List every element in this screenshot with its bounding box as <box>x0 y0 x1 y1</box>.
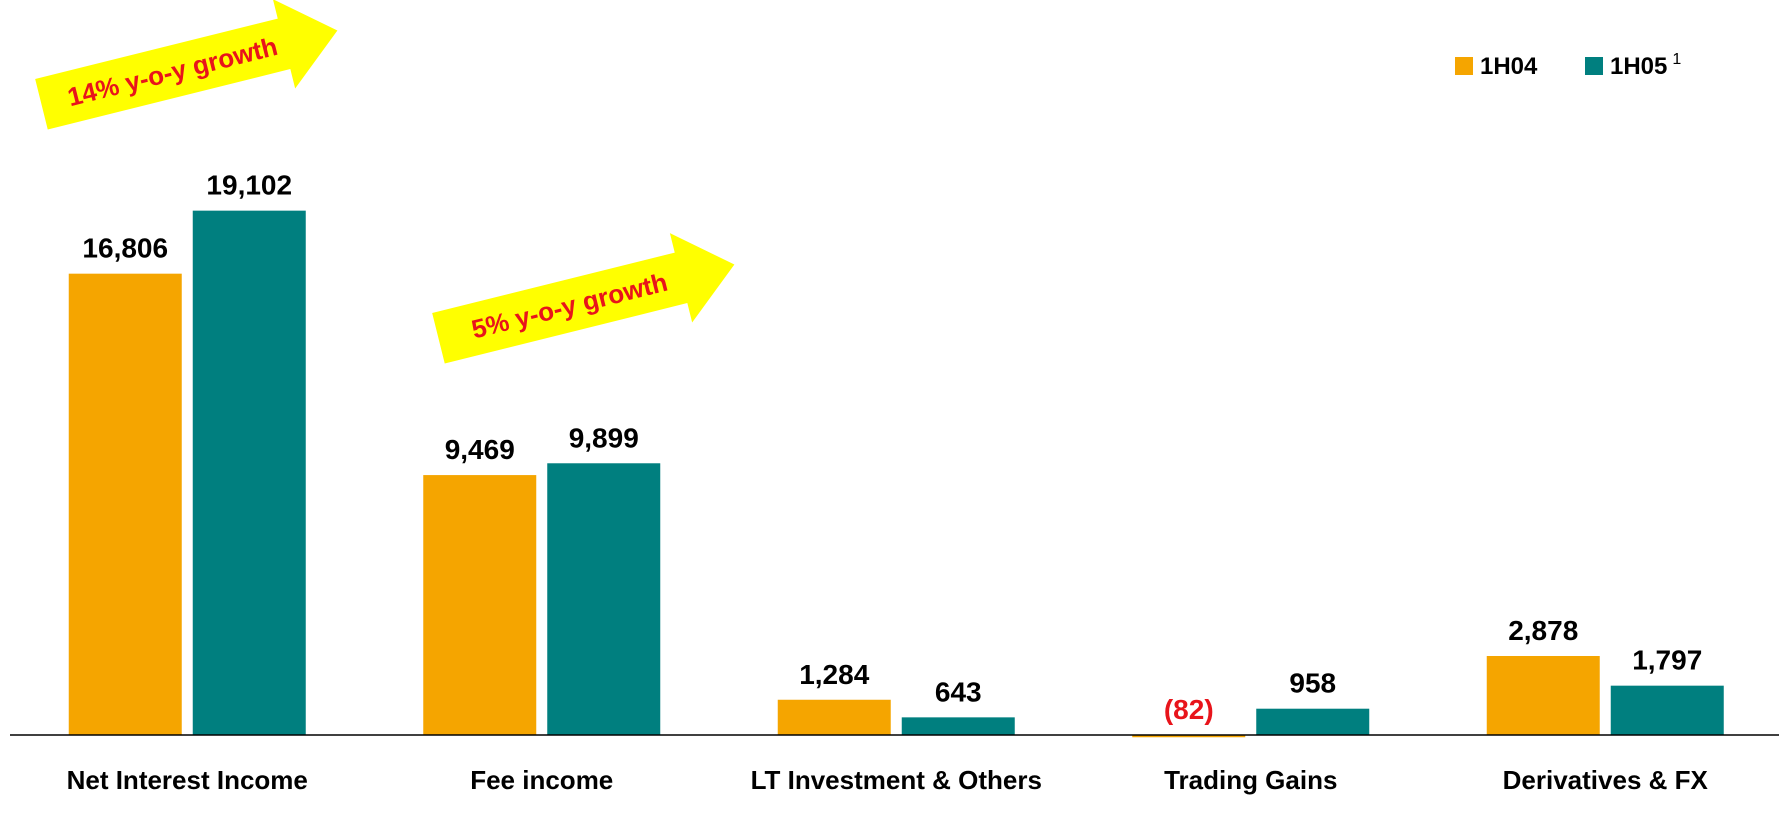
arrow-shape <box>432 233 735 364</box>
bar <box>423 475 537 735</box>
value-label: 19,102 <box>206 170 292 201</box>
bar <box>68 273 182 735</box>
bar <box>192 210 306 736</box>
growth-arrow: 14% y-o-y growth <box>35 0 338 130</box>
value-label: 16,806 <box>82 233 168 264</box>
x-tick-label: Net Interest Income <box>66 765 308 795</box>
growth-arrow: 5% y-o-y growth <box>432 233 735 364</box>
value-label: 1,284 <box>799 659 869 690</box>
bar <box>901 717 1015 735</box>
x-tick-label: Derivatives & FX <box>1502 765 1708 795</box>
bar <box>1256 708 1370 735</box>
value-label: 2,878 <box>1508 615 1578 646</box>
bar <box>1132 735 1246 738</box>
bar <box>1486 655 1600 735</box>
value-label: 643 <box>935 676 982 707</box>
value-label: 1,797 <box>1632 645 1702 676</box>
legend-swatch <box>1585 57 1603 75</box>
bar <box>547 463 661 735</box>
legend-label: 1H05 <box>1610 53 1667 80</box>
bar <box>1610 685 1724 735</box>
legend-note: 1 <box>1672 51 1681 68</box>
x-tick-label: LT Investment & Others <box>750 765 1042 795</box>
bar <box>777 699 891 735</box>
value-label: 9,469 <box>445 434 515 465</box>
legend-swatch <box>1455 57 1473 75</box>
x-tick-label: Fee income <box>470 765 614 795</box>
value-label: 9,899 <box>569 422 639 453</box>
value-label: 958 <box>1289 668 1336 699</box>
value-label: (82) <box>1164 694 1214 725</box>
x-tick-label: Trading Gains <box>1164 765 1338 795</box>
legend-label: 1H04 <box>1480 53 1538 80</box>
arrow-shape <box>35 0 338 130</box>
